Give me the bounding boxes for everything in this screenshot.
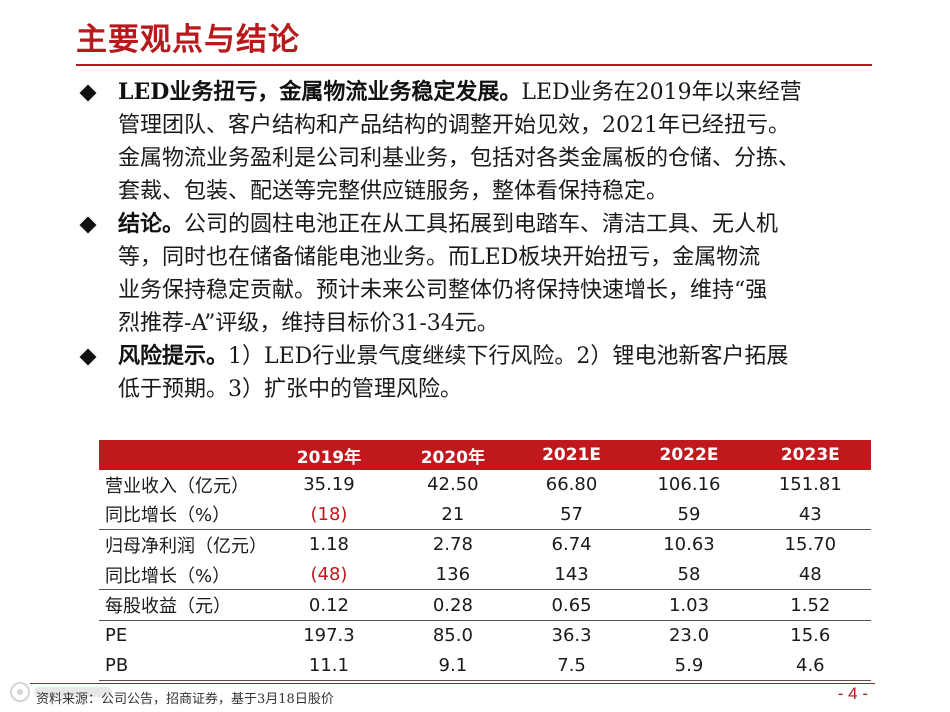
table-cell: 0.12	[267, 589, 391, 621]
row-label: 归母净利润（亿元）	[99, 529, 267, 560]
bullet-line: LED业务扭亏，金属物流业务稳定发展。LED业务在2019年以来经营	[118, 76, 930, 109]
table-cell: 0.28	[390, 589, 515, 621]
bullet-list: LED业务扭亏，金属物流业务稳定发展。LED业务在2019年以来经营 管理团队、…	[79, 76, 930, 406]
table-cell: 5.9	[628, 650, 750, 682]
table-cell: 0.65	[514, 589, 629, 621]
table-cell: 10.63	[628, 529, 750, 560]
bullet-lead: 结论。	[118, 211, 185, 237]
table-cell-negative: (18)	[310, 503, 348, 525]
bullet-line: 风险提示。1）LED行业景气度继续下行风险。2）锂电池新客户拓展	[118, 340, 930, 373]
table-cell: 36.3	[514, 619, 629, 651]
table-cell: 2.78	[390, 529, 515, 560]
table-header-cell: 2023E	[749, 440, 871, 470]
table-cell: 197.3	[267, 619, 391, 651]
table-cell: 15.6	[749, 619, 871, 651]
bullet-lead: LED业务扭亏，金属物流业务稳定发展。	[118, 79, 522, 105]
table-header-cell: 2019年	[267, 440, 391, 470]
bullet-line: 金属物流业务盈利是公司利基业务，包括对各类金属板的仓储、分拣、	[118, 146, 801, 171]
bullet-text: 公司的圆柱电池正在从工具拓展到电踏车、清洁工具、无人机	[184, 212, 779, 237]
table-cell: 4.6	[749, 650, 871, 682]
table-cell: 58	[677, 564, 701, 586]
table-cell: 1.52	[749, 589, 871, 621]
table-cell: 35.19	[303, 474, 355, 496]
table-cell: 1.18	[267, 529, 391, 560]
table-row: 每股收益（元） 0.12 0.28 0.65 1.03 1.52	[99, 589, 871, 621]
table-cell: 42.50	[427, 474, 479, 496]
table-row: PE 197.3 85.0 36.3 23.0 15.6	[99, 619, 871, 651]
bullet-line: 业务保持稳定贡献。预计未来公司整体仍将保持快速增长，维持“强	[118, 278, 768, 303]
diamond-bullet-icon	[79, 348, 97, 366]
bullet-line: 管理团队、客户结构和产品结构的调整开始见效，2021年已经扭亏。	[118, 113, 790, 138]
row-label: PB	[99, 650, 267, 682]
row-label: 同比增长（%）	[105, 565, 231, 587]
table-cell: 23.0	[628, 619, 750, 651]
table-header-cell: 2020年	[390, 440, 515, 470]
table-cell: 9.1	[390, 650, 515, 682]
table-cell: 59	[677, 503, 701, 525]
table-cell: 7.5	[514, 650, 629, 682]
table-cell: 43	[798, 503, 822, 525]
bullet-text: 1）LED行业景气度继续下行风险。2）锂电池新客户拓展	[228, 344, 789, 369]
row-label: 每股收益（元）	[99, 589, 267, 621]
bullet-line: 烈推荐-A”评级，维持目标价31-34元。	[118, 311, 499, 336]
table-cell: 1.03	[628, 589, 750, 621]
table-cell: 106.16	[657, 474, 721, 496]
table-cell: 85.0	[390, 619, 515, 651]
footer-divider	[30, 683, 875, 684]
table-cell: 15.70	[749, 529, 871, 560]
title-divider	[76, 64, 872, 66]
table-cell: 6.74	[514, 529, 629, 560]
table-cell: 57	[560, 503, 584, 525]
table-cell-negative: (48)	[310, 564, 348, 586]
bullet-line: 低于预期。3）扩张中的管理风险。	[118, 377, 462, 402]
table-row: 同比增长（%） (18) 21 57 59 43	[99, 500, 871, 530]
bullet-led-business: LED业务扭亏，金属物流业务稳定发展。LED业务在2019年以来经营 管理团队、…	[79, 76, 930, 208]
table-cell: 11.1	[267, 650, 391, 682]
table-cell: 48	[798, 564, 822, 586]
bullet-lead: 风险提示。	[118, 343, 229, 369]
row-label: 营业收入（亿元）	[105, 475, 249, 497]
watermark-logo-icon	[10, 682, 112, 702]
bullet-line: 等，同时也在储备储能电池业务。而LED板块开始扭亏，金属物流	[118, 245, 761, 270]
bullet-text: LED业务在2019年以来经营	[521, 80, 802, 105]
footer-source-note: 资料来源：公司公告，招商证券，基于3月18日股价	[36, 692, 334, 707]
diamond-bullet-icon	[79, 216, 97, 234]
bullet-conclusion: 结论。公司的圆柱电池正在从工具拓展到电踏车、清洁工具、无人机 等，同时也在储备储…	[79, 208, 930, 340]
table-row: 营业收入（亿元） 35.19 42.50 66.80 106.16 151.81	[99, 470, 871, 500]
table-cell: 21	[441, 503, 465, 525]
financial-forecast-table: 2019年 2020年 2021E 2022E 2023E 营业收入（亿元） 3…	[99, 440, 871, 682]
table-header-cell: 2022E	[628, 440, 750, 470]
row-label: PE	[99, 619, 267, 651]
page-title: 主要观点与结论	[76, 22, 300, 58]
diamond-bullet-icon	[79, 84, 97, 102]
table-row: 同比增长（%） (48) 136 143 58 48	[99, 560, 871, 590]
table-cell: 151.81	[778, 474, 842, 496]
table-header-cell	[99, 440, 267, 470]
table-cell: 136	[435, 564, 471, 586]
bullet-risk: 风险提示。1）LED行业景气度继续下行风险。2）锂电池新客户拓展 低于预期。3）…	[79, 340, 930, 406]
bullet-line: 套裁、包装、配送等完整供应链服务，整体看保持稳定。	[118, 179, 669, 204]
table-cell: 143	[554, 564, 589, 586]
bullet-line: 结论。公司的圆柱电池正在从工具拓展到电踏车、清洁工具、无人机	[118, 208, 930, 241]
page-number: - 4 -	[837, 684, 868, 703]
table-row: PB 11.1 9.1 7.5 5.9 4.6	[99, 650, 871, 682]
table-header-cell: 2021E	[514, 440, 629, 470]
table-row: 归母净利润（亿元） 1.18 2.78 6.74 10.63 15.70	[99, 529, 871, 560]
row-label: 同比增长（%）	[105, 505, 231, 527]
table-header-row: 2019年 2020年 2021E 2022E 2023E	[99, 440, 871, 470]
table-cell: 66.80	[545, 474, 598, 496]
